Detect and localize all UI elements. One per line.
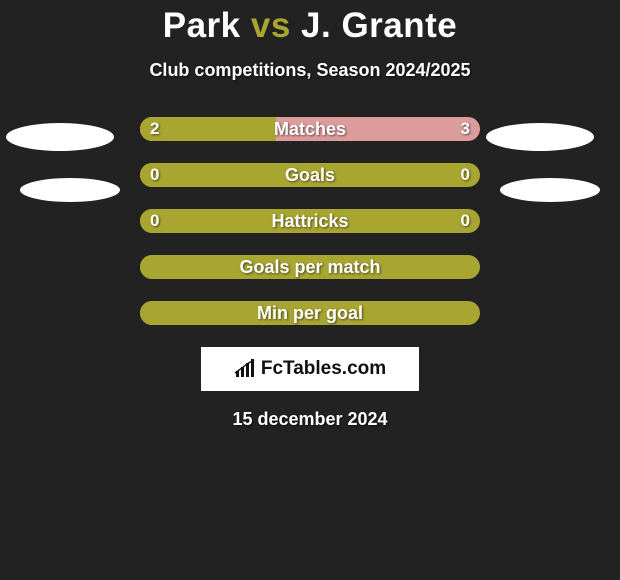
bar-wrap [140, 209, 480, 233]
bar-left-fill [140, 255, 310, 279]
title-vs: vs [251, 6, 291, 45]
logo-text: FcTables.com [234, 358, 386, 380]
value-right: 0 [461, 163, 470, 187]
stat-row-min-per-goal: Min per goal [0, 301, 620, 325]
bar-left-fill [140, 209, 310, 233]
player1-photo-placeholder-2 [20, 178, 120, 202]
player2-photo-placeholder-2 [500, 178, 600, 202]
bar-left-fill [140, 163, 310, 187]
value-right: 3 [461, 117, 470, 141]
subtitle: Club competitions, Season 2024/2025 [0, 60, 620, 81]
player2-photo-placeholder [486, 123, 594, 151]
value-right: 0 [461, 209, 470, 233]
stat-row-hattricks: 0 0 Hattricks [0, 209, 620, 233]
value-left: 2 [150, 117, 159, 141]
bar-wrap [140, 301, 480, 325]
bar-wrap [140, 163, 480, 187]
stat-row-goals-per-match: Goals per match [0, 255, 620, 279]
bar-wrap [140, 117, 480, 141]
fctables-logo: FcTables.com [201, 347, 419, 391]
player1-photo-placeholder [6, 123, 114, 151]
logo-label: FcTables.com [261, 358, 386, 380]
date-text: 15 december 2024 [0, 409, 620, 430]
title-player1: Park [163, 6, 241, 45]
bar-chart-icon [234, 359, 258, 379]
bar-wrap [140, 255, 480, 279]
page-title: Park vs J. Grante [0, 0, 620, 46]
title-player2: J. Grante [301, 6, 457, 45]
bar-left-fill [140, 117, 276, 141]
bar-left-fill [140, 301, 310, 325]
value-left: 0 [150, 209, 159, 233]
value-left: 0 [150, 163, 159, 187]
